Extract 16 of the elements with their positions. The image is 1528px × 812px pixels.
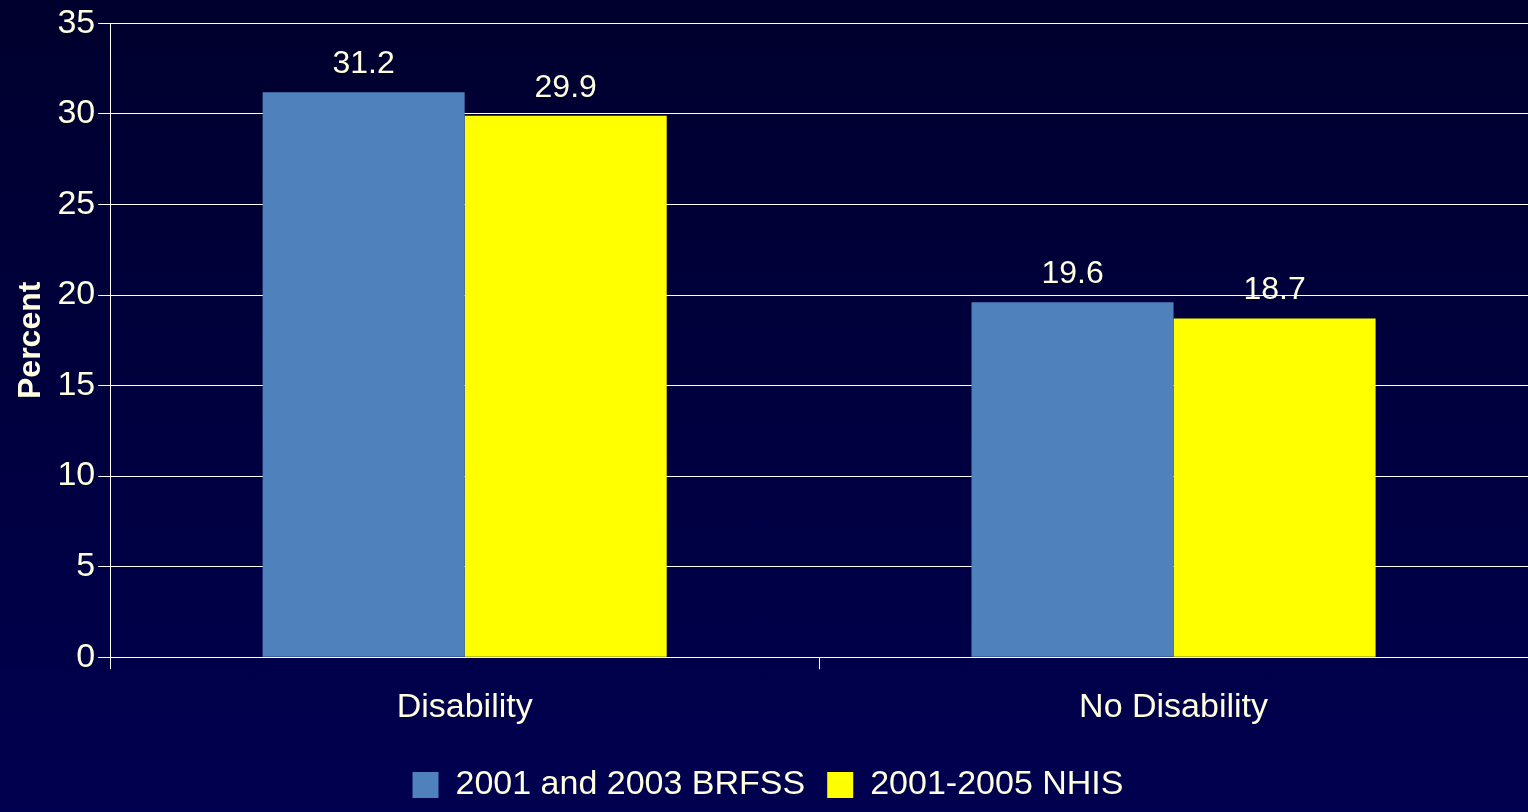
y-tick-label: 5 — [76, 545, 96, 584]
y-tick-label: 20 — [57, 273, 96, 312]
y-tick-label: 15 — [57, 363, 96, 402]
y-tick-label: 30 — [57, 92, 96, 131]
data-label: 19.6 — [1041, 254, 1104, 291]
x-tick-label: Disability — [396, 685, 533, 724]
y-tick-label: 10 — [57, 454, 96, 493]
data-label: 29.9 — [534, 67, 597, 104]
legend-label: 2001-2005 NHIS — [870, 763, 1124, 802]
legend-label: 2001 and 2003 BRFSS — [455, 763, 806, 802]
y-tick-label: 0 — [76, 635, 96, 674]
y-tick-label: 35 — [57, 1, 96, 40]
y-axis-title: Percent — [11, 281, 48, 399]
x-tick-label: No Disability — [1079, 685, 1269, 724]
y-tick-label: 25 — [57, 182, 96, 221]
data-label: 31.2 — [332, 44, 395, 81]
